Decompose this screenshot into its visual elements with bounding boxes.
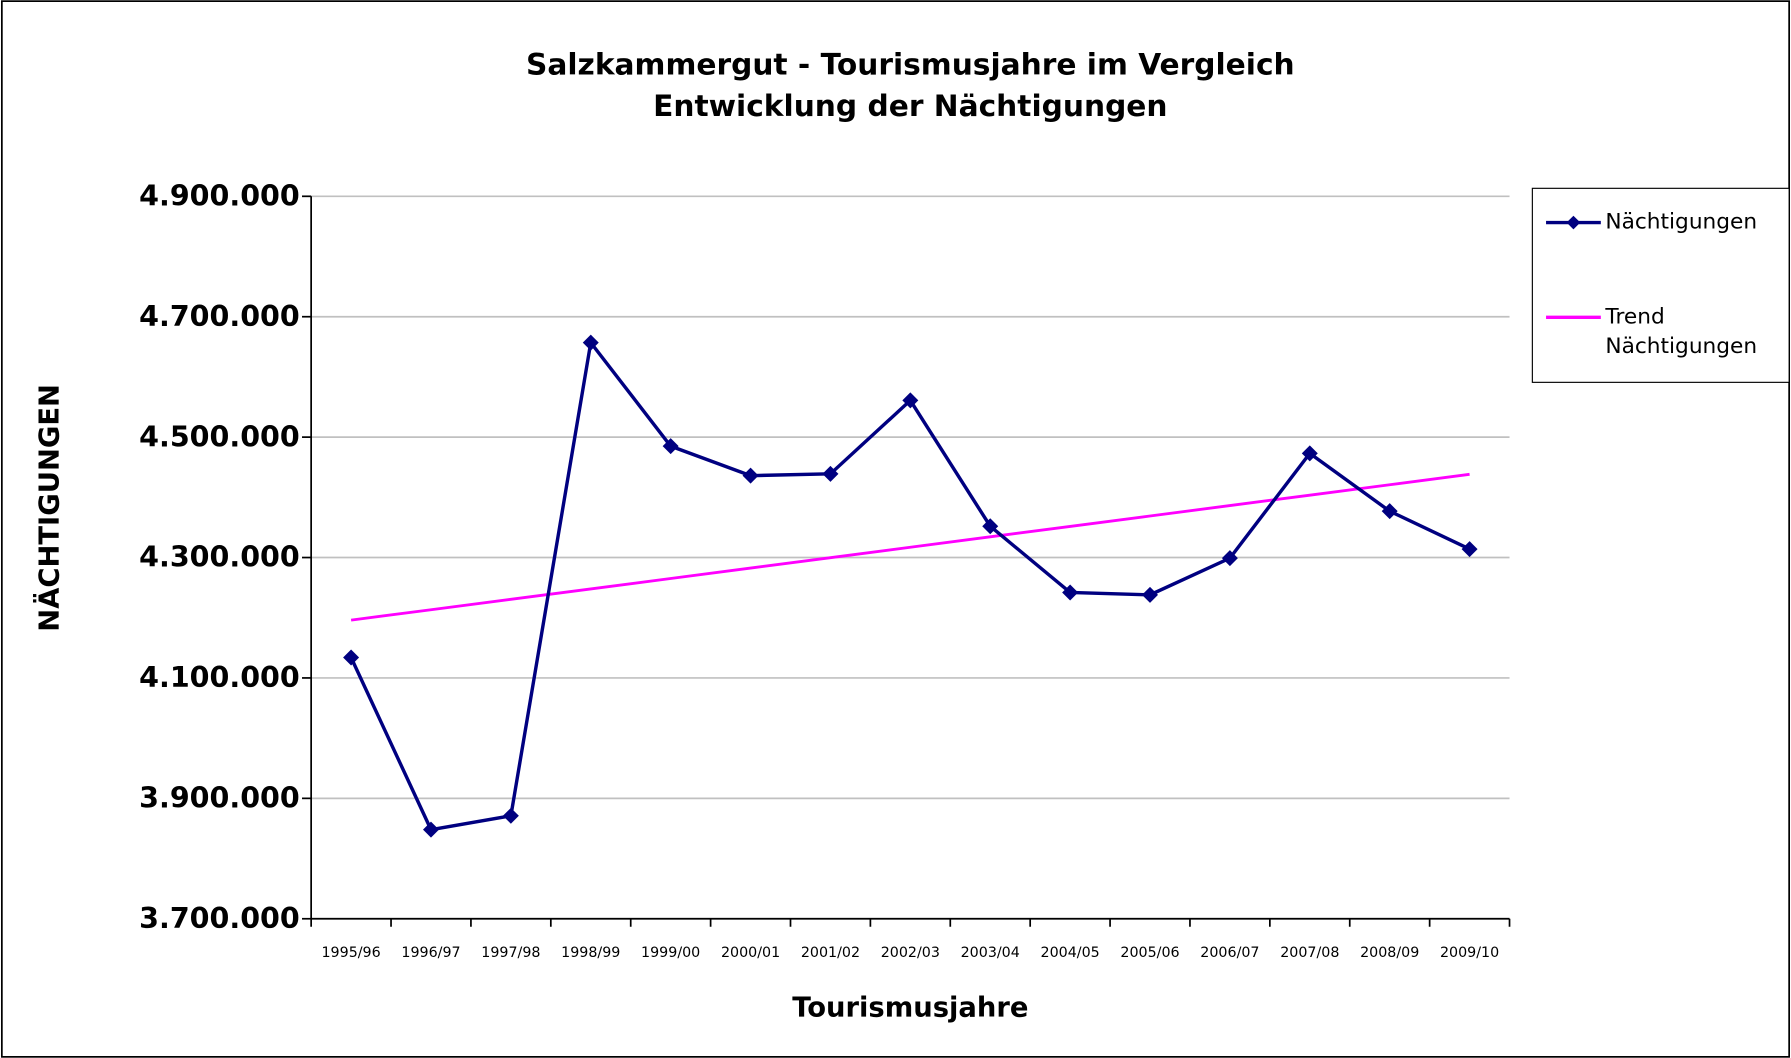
y-tick-label: 4.100.000: [139, 661, 300, 694]
data-point: [1301, 445, 1318, 462]
data-point: [343, 649, 360, 666]
y-tick-label: 3.700.000: [139, 902, 300, 935]
data-point: [1461, 541, 1478, 558]
x-tick-label: 2008/09: [1360, 945, 1419, 961]
data-point: [582, 334, 599, 351]
x-tick-label: 2005/06: [1120, 945, 1179, 961]
data-point: [422, 821, 439, 838]
data-point: [902, 392, 919, 409]
data-point: [502, 807, 519, 824]
x-tick-label: 2000/01: [721, 945, 780, 961]
chart-subtitle: Entwicklung der Nächtigungen: [653, 88, 1167, 123]
legend-label: Nächtigungen: [1605, 210, 1757, 235]
chart-title: Salzkammergut - Tourismusjahre im Vergle…: [526, 47, 1295, 82]
y-tick-label: 4.500.000: [139, 420, 300, 453]
data-point: [822, 465, 839, 482]
y-tick-label: 3.900.000: [139, 781, 300, 814]
series-line: [350, 472, 1470, 622]
data-point: [1062, 584, 1079, 601]
x-tick-label: 1995/96: [321, 945, 380, 961]
legend-label-line: Nächtigungen: [1605, 334, 1757, 359]
y-axis-label: NÄCHTIGUNGEN: [33, 384, 65, 632]
legend-marker: [1566, 215, 1581, 230]
data-point: [1142, 586, 1159, 603]
y-tick-label: 4.300.000: [139, 541, 300, 574]
x-tick-label: 2009/10: [1440, 945, 1499, 961]
y-tick-label: 4.900.000: [139, 179, 300, 212]
x-axis-label: Tourismusjahre: [792, 992, 1028, 1023]
x-tick-label: 1996/97: [401, 945, 460, 961]
data-point: [742, 467, 759, 484]
x-tick-label: 2007/08: [1280, 945, 1339, 961]
legend-label: Trend Nächtigungen: [1604, 304, 1757, 359]
x-tick-label: 2003/04: [961, 945, 1020, 961]
data-point: [1381, 503, 1398, 520]
legend-label-line: Trend: [1604, 304, 1664, 329]
data-point: [1221, 550, 1238, 567]
x-tick-label: 2002/03: [881, 945, 940, 961]
x-tick-label: 1997/98: [481, 945, 540, 961]
x-tick-label: 1999/00: [641, 945, 700, 961]
x-tick-label: 1998/99: [561, 945, 620, 961]
y-tick-label: 4.700.000: [139, 300, 300, 333]
x-tick-label: 2004/05: [1041, 945, 1100, 961]
x-tick-label: 2001/02: [801, 945, 860, 961]
x-tick-label: 2006/07: [1200, 945, 1259, 961]
